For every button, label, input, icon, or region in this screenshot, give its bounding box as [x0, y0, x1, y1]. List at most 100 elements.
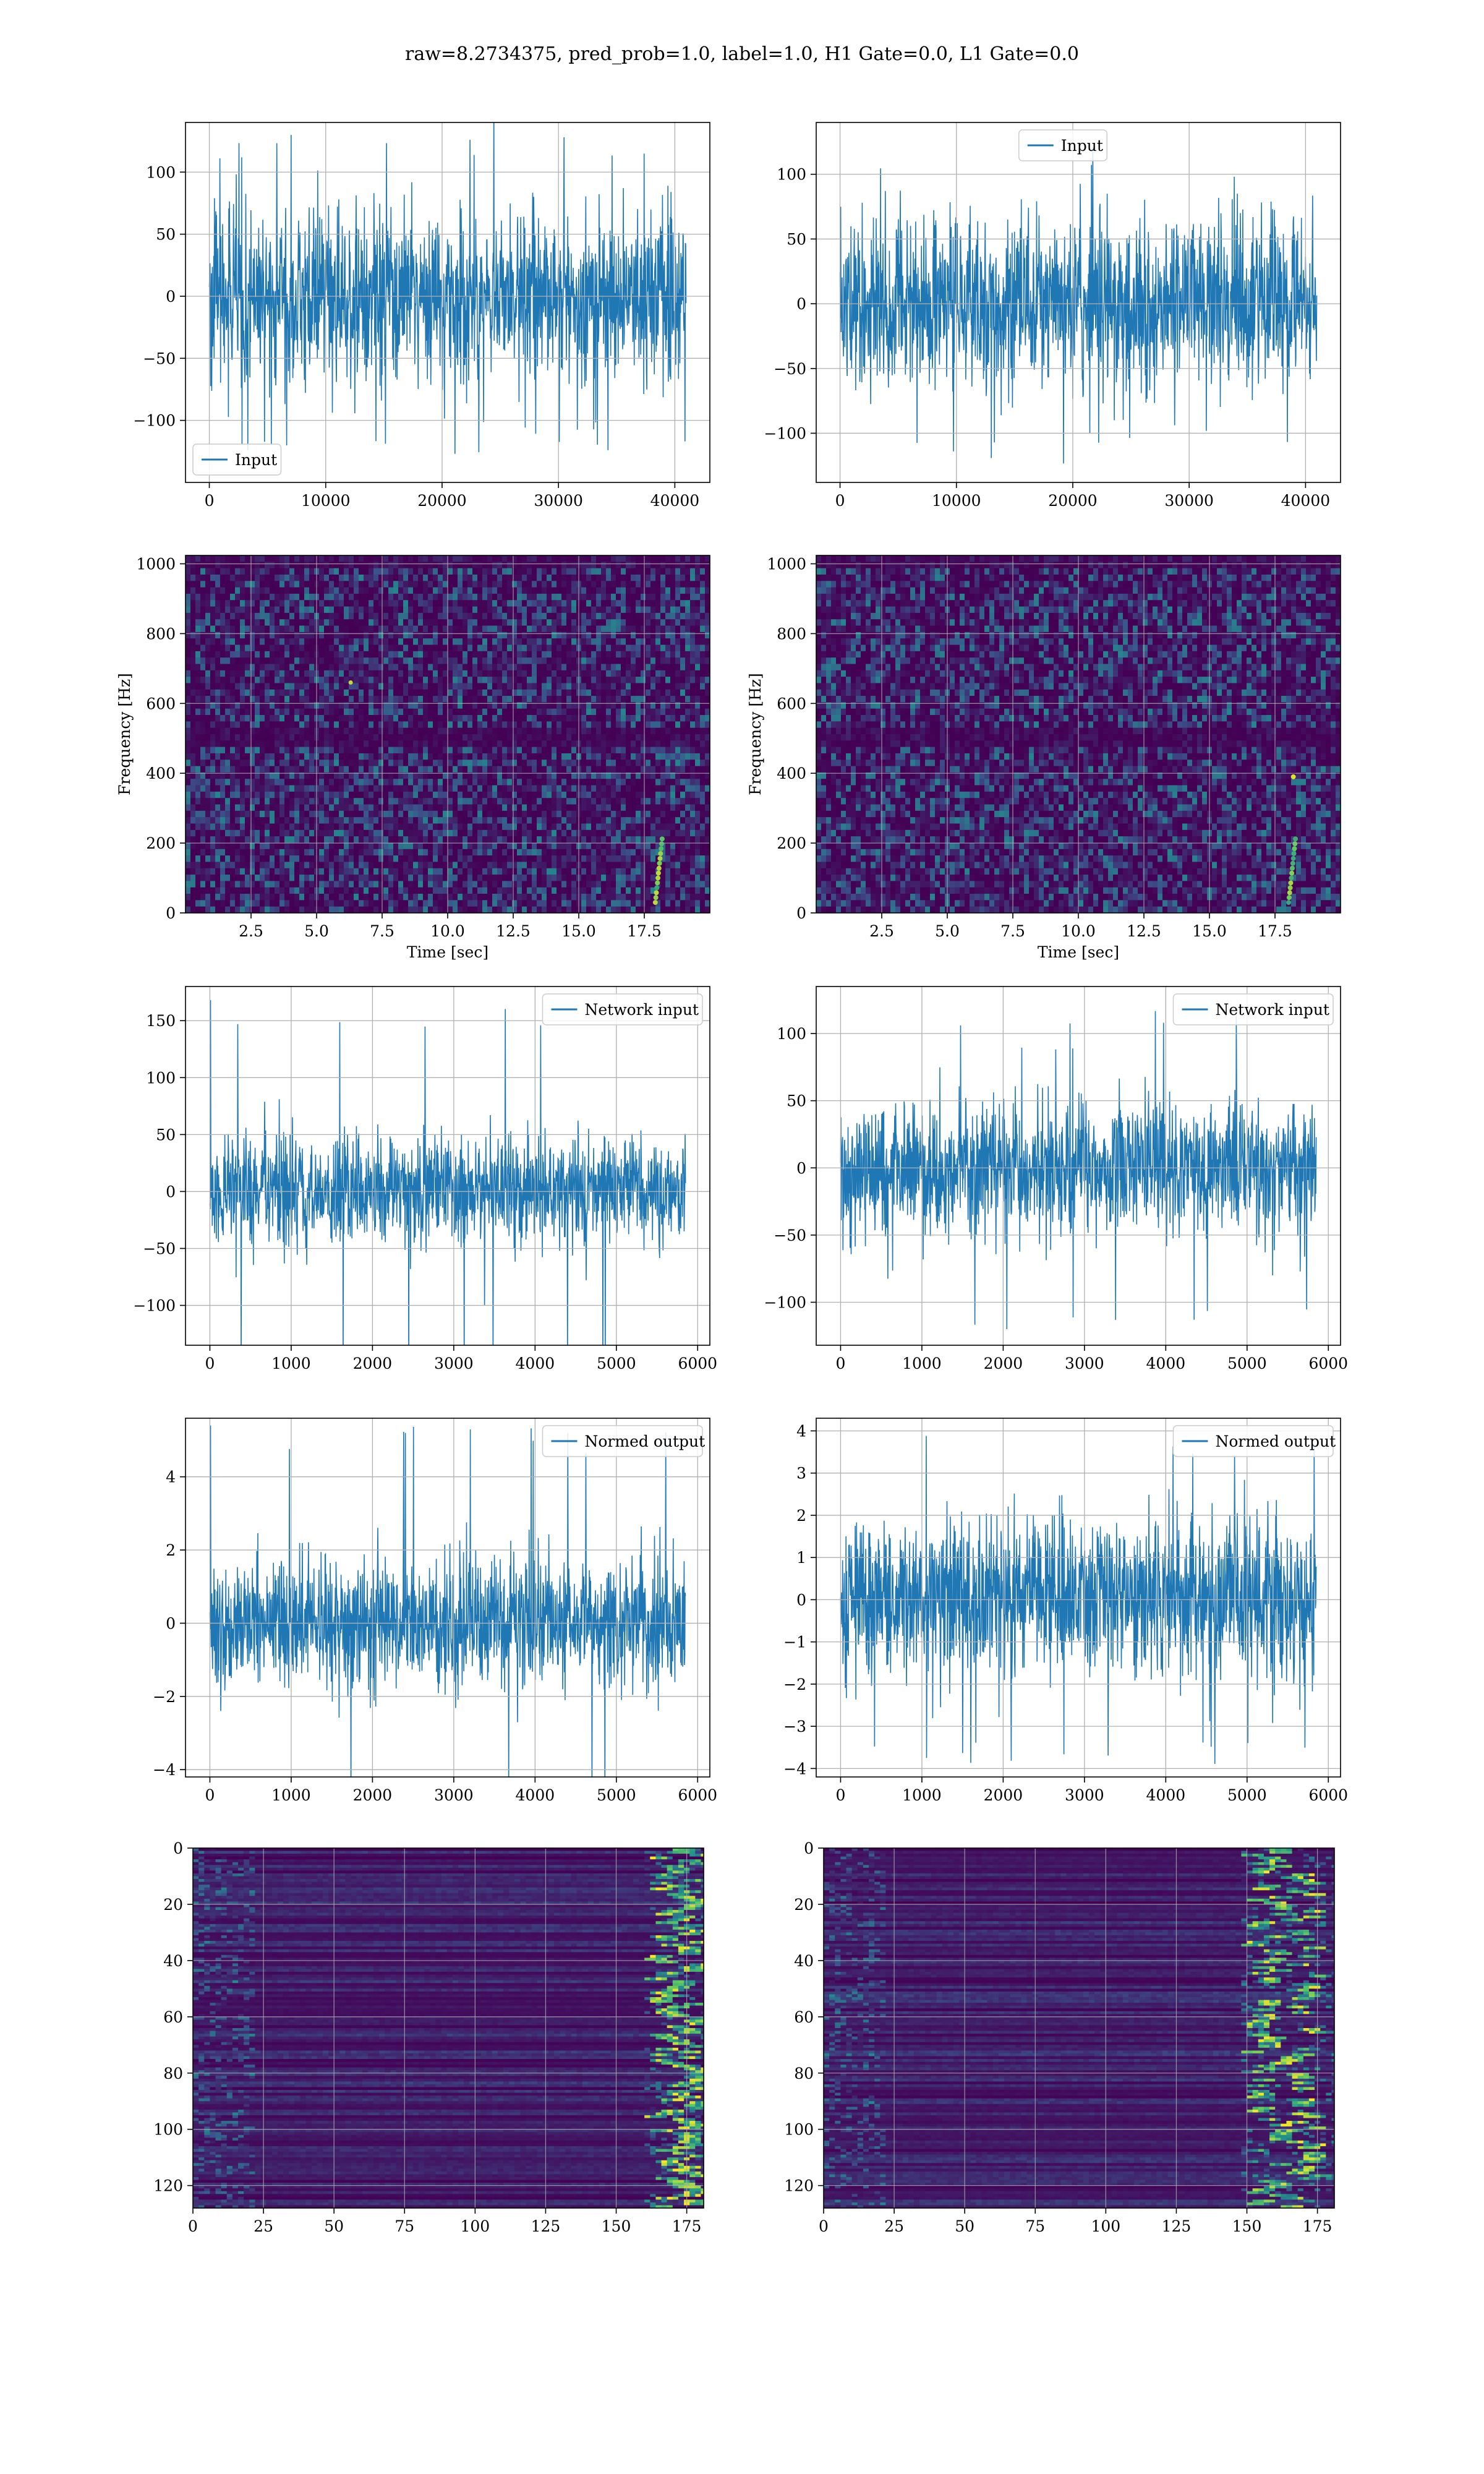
spectrogram-cell: [507, 753, 513, 760]
spectrogram-cell: [512, 702, 518, 709]
spectrogram-cell: [403, 600, 409, 607]
spectrogram-cell: [319, 562, 325, 569]
spectrogram-cell: [359, 568, 364, 575]
spectrogram-cell: [428, 683, 433, 690]
spectrogram-cell: [245, 829, 250, 837]
spectrogram-cell: [195, 651, 201, 658]
spectrogram-cell: [284, 670, 290, 677]
spectrogram-cell: [339, 804, 344, 811]
spectrogram-cell: [329, 619, 335, 627]
spectrogram-cell: [319, 747, 325, 754]
spectrogram-cell: [482, 817, 488, 824]
spectrogram-cell: [265, 727, 270, 735]
spectrogram-cell: [299, 638, 305, 646]
spectrogram-cell: [497, 881, 503, 888]
spectrogram-cell: [378, 619, 384, 627]
spectrogram-cell: [324, 721, 330, 729]
spectrogram-cell: [537, 670, 542, 677]
spectrogram-cell: [393, 862, 399, 869]
spectrogram-cell: [502, 785, 508, 792]
spectrogram-cell: [507, 810, 513, 818]
spectrogram-cell: [453, 779, 458, 786]
spectrogram-cell: [517, 696, 522, 703]
spectrogram-cell: [354, 651, 359, 658]
spectrogram-cell: [220, 657, 226, 665]
spectrogram-cell: [369, 721, 374, 729]
spectrogram-cell: [433, 875, 438, 881]
spectrogram-cell: [413, 606, 419, 614]
spectrogram-cell: [443, 881, 448, 888]
spectrogram-cell: [344, 702, 349, 709]
spectrogram-cell: [547, 900, 552, 907]
spectrogram-cell: [467, 760, 473, 767]
spectrogram-cell: [200, 664, 206, 671]
spectrogram-cell: [289, 631, 295, 639]
spectrogram-cell: [270, 664, 275, 671]
spectrogram-cell: [344, 881, 349, 888]
spectrogram-cell: [339, 568, 344, 575]
spectrogram-cell: [284, 791, 290, 798]
spectrogram-cell: [373, 753, 379, 760]
spectrogram-cell: [329, 683, 335, 690]
spectrogram-cell: [408, 785, 414, 792]
spectrogram-cell: [245, 644, 250, 652]
spectrogram-cell: [472, 644, 478, 652]
spectrogram-cell: [581, 721, 587, 729]
spectrogram-cell: [537, 779, 542, 786]
spectrogram-cell: [423, 683, 429, 690]
spectrogram-cell: [369, 683, 374, 690]
spectrogram-cell: [275, 664, 280, 671]
spectrogram-cell: [250, 875, 255, 881]
spectrogram-cell: [408, 702, 414, 709]
spectrogram-cell: [284, 696, 290, 703]
spectrogram-cell: [487, 900, 493, 907]
spectrogram-cell: [537, 785, 542, 792]
spectrogram-cell: [275, 562, 280, 569]
spectrogram-cell: [403, 638, 409, 646]
spectrogram-cell: [240, 574, 245, 581]
spectrogram-cell: [230, 855, 236, 863]
spectrogram-cell: [492, 696, 498, 703]
spectrogram-cell: [428, 670, 433, 677]
spectrogram-cell: [586, 906, 592, 913]
spectrogram-cell: [388, 900, 394, 907]
spectrogram-cell: [319, 638, 325, 646]
spectrogram-cell: [556, 715, 562, 722]
spectrogram-cell: [561, 619, 567, 627]
spectrogram-cell: [230, 619, 236, 627]
spectrogram-cell: [364, 625, 369, 633]
spectrogram-cell: [492, 823, 498, 831]
spectrogram-cell: [309, 868, 315, 875]
spectrogram-cell: [542, 868, 547, 875]
spectrogram-cell: [245, 766, 250, 773]
spectrogram-cell: [279, 817, 285, 824]
spectrogram-cell: [497, 804, 503, 811]
spectrogram-cell: [408, 562, 414, 569]
spectrogram-cell: [611, 612, 616, 620]
spectrogram-cell: [309, 881, 315, 888]
spectrogram-cell: [448, 772, 453, 779]
spectrogram-cell: [388, 779, 394, 786]
spectrogram-cell: [438, 862, 443, 869]
spectrogram-cell: [200, 689, 206, 696]
spectrogram-cell: [418, 810, 424, 818]
spectrogram-cell: [393, 631, 399, 639]
spectrogram-cell: [586, 881, 592, 888]
spectrogram-cell: [556, 638, 562, 646]
spectrogram-cell: [329, 849, 335, 856]
spectrogram-cell: [349, 631, 354, 639]
spectrogram-cell: [289, 702, 295, 709]
spectrogram-cell: [329, 644, 335, 652]
spectrogram-cell: [527, 881, 532, 888]
spectrogram-cell: [344, 868, 349, 875]
spectrogram-cell: [250, 855, 255, 863]
spectrogram-cell: [195, 810, 201, 818]
spectrogram-cell: [284, 568, 290, 575]
spectrogram-cell: [378, 855, 384, 863]
spectrogram-cell: [364, 568, 369, 575]
spectrogram-cell: [393, 791, 399, 798]
spectrogram-cell: [195, 638, 201, 646]
spectrogram-cell: [408, 855, 414, 863]
spectrogram-cell: [517, 868, 522, 875]
spectrogram-cell: [344, 862, 349, 869]
